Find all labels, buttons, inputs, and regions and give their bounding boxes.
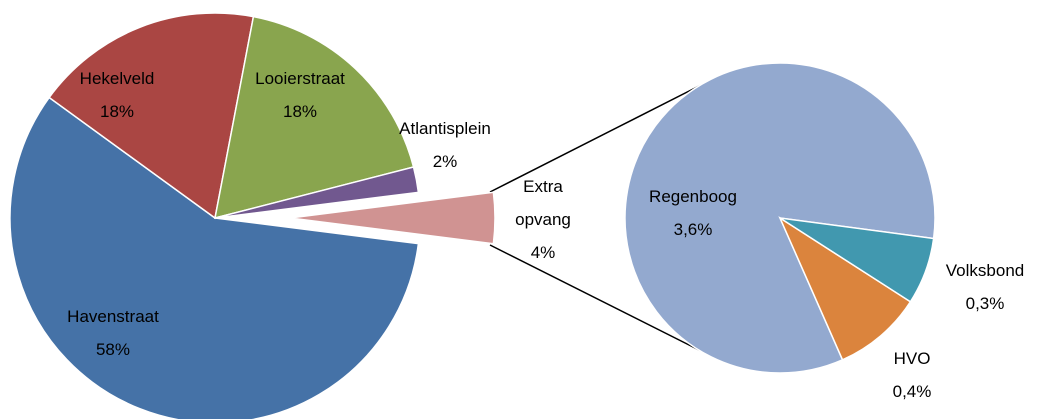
slice-value: 0,4%	[892, 382, 932, 401]
data-label: HVO 0,4%	[893, 342, 932, 408]
pie-slice	[48, 12, 255, 220]
pie-slice	[778, 216, 912, 361]
pie-slice	[9, 96, 420, 419]
slice-name: Atlantisplein	[399, 119, 491, 138]
slice-value: 4%	[530, 243, 556, 262]
slice-value: 58%	[95, 340, 131, 359]
slice-value: 18%	[99, 102, 135, 121]
slice-name: Looierstraat	[255, 69, 345, 88]
slice-value: 18%	[282, 102, 318, 121]
connector-line	[489, 244, 704, 353]
data-label: Extra opvang 4%	[511, 170, 575, 269]
data-label: Volksbond 0,3%	[946, 254, 1024, 320]
slice-value: 2%	[432, 152, 458, 171]
slice-name: Regenboog	[649, 187, 737, 206]
pie-slice	[779, 217, 935, 303]
slice-name: Hekelveld	[79, 69, 155, 88]
data-label: Regenboog 3,6%	[649, 180, 737, 246]
data-label: Havenstraat 58%	[67, 300, 159, 366]
data-label: Looierstraat 18%	[255, 62, 345, 128]
data-label: Atlantisplein 2%	[399, 112, 491, 178]
slice-value: 3,6%	[673, 220, 713, 239]
pie-slice	[214, 15, 415, 220]
pie-slice	[214, 166, 420, 219]
slice-value: 0,3%	[965, 294, 1005, 313]
slice-name: Havenstraat	[67, 307, 159, 326]
data-label: Hekelveld 18%	[80, 62, 155, 128]
connector-line	[489, 83, 704, 193]
pie-slice	[289, 191, 496, 245]
slice-name: HVO	[893, 349, 931, 368]
slice-name: Volksbond	[945, 261, 1025, 280]
slice-name: Extra opvang	[515, 177, 571, 229]
